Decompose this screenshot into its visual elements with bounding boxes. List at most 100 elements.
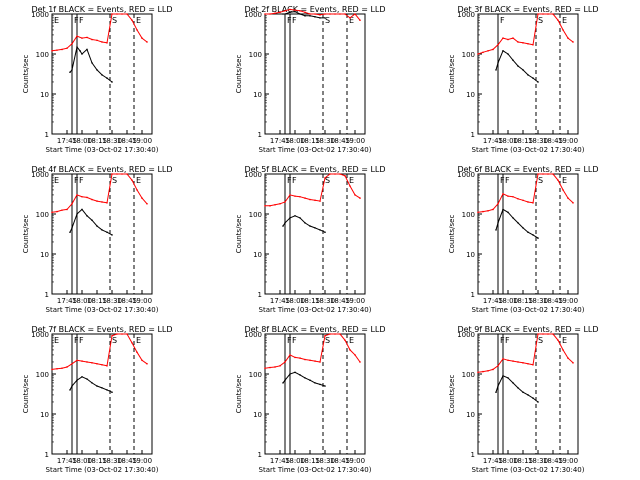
data-point — [319, 200, 321, 202]
x-tick-label: 17:45 — [270, 457, 290, 465]
data-point — [557, 19, 559, 21]
data-point — [111, 81, 113, 83]
marker-label: F — [505, 176, 510, 185]
data-point — [86, 361, 88, 363]
data-point — [304, 358, 306, 361]
series-line-events — [495, 208, 539, 239]
y-tick-label: 1000 — [31, 11, 49, 19]
data-point — [512, 37, 514, 39]
x-tick-label: 18:00 — [498, 457, 518, 465]
data-point — [121, 173, 123, 175]
data-point — [542, 333, 544, 335]
data-point — [136, 189, 138, 191]
marker-label: E — [136, 176, 141, 185]
x-tick-label: 18:00 — [72, 137, 92, 145]
data-point — [314, 382, 316, 384]
y-tick-label: 10 — [466, 251, 475, 259]
panel-title: Det 8f BLACK = Events, RED = LLD — [244, 325, 385, 334]
data-point — [512, 195, 514, 198]
data-point — [349, 349, 351, 351]
data-point — [324, 231, 326, 234]
data-point — [304, 15, 306, 17]
x-tick-label: 18:15 — [300, 137, 320, 145]
data-point — [527, 201, 529, 203]
x-tick-label: 18:30 — [102, 457, 122, 465]
detector-panel-3: Det 3f BLACK = Events, RED = LLD 1 10 100 10… — [448, 5, 599, 154]
data-point — [101, 363, 103, 366]
data-point — [299, 195, 301, 198]
data-point — [101, 41, 103, 43]
data-point — [66, 208, 68, 211]
data-point — [71, 227, 73, 229]
data-point — [507, 359, 509, 362]
data-point — [86, 36, 88, 39]
data-point — [299, 13, 301, 15]
data-point — [562, 189, 564, 191]
marker-label: E — [136, 336, 141, 345]
plot-frame — [51, 173, 153, 295]
x-tick-label: 18:45 — [330, 297, 350, 305]
y-tick-label: 1 — [471, 291, 475, 299]
data-point — [482, 210, 484, 213]
data-point — [116, 13, 118, 15]
series-line-events — [283, 11, 325, 19]
data-point — [289, 8, 291, 11]
x-tick-label: 18:00 — [498, 137, 518, 145]
data-point — [126, 13, 128, 15]
marker-label: F — [292, 176, 297, 185]
data-point — [91, 198, 93, 201]
data-point — [136, 351, 138, 354]
plot-frame — [264, 333, 366, 455]
data-point — [126, 333, 128, 335]
series-line-events — [69, 208, 113, 236]
y-tick-label: 10 — [40, 411, 49, 419]
data-point — [477, 211, 479, 214]
marker-label: F — [79, 176, 84, 185]
data-point — [314, 227, 316, 229]
data-point — [294, 215, 296, 217]
data-point — [284, 13, 286, 15]
data-point — [91, 38, 93, 41]
data-point — [309, 15, 311, 17]
data-point — [91, 62, 93, 64]
y-axis-label: Counts/sec — [235, 375, 243, 414]
data-point — [284, 379, 286, 381]
series-line-events — [69, 45, 113, 83]
marker-label: F — [79, 336, 84, 345]
x-tick-label: 18:30 — [528, 457, 548, 465]
x-axis-label: Start Time (03-Oct-02 17:30:40) — [472, 466, 585, 474]
data-point — [537, 237, 539, 239]
y-tick-label: 100 — [249, 211, 262, 219]
x-tick-label: 18:30 — [315, 137, 335, 145]
data-point — [517, 387, 519, 389]
series-line-lld — [264, 333, 361, 369]
data-point — [537, 401, 539, 403]
data-point — [284, 10, 286, 12]
marker-label: S — [538, 176, 543, 185]
data-point — [51, 368, 53, 371]
x-tick-label: 17:45 — [270, 297, 290, 305]
y-axis-label: Counts/sec — [22, 55, 30, 94]
data-point — [507, 211, 509, 214]
data-point — [344, 175, 346, 177]
data-point — [507, 53, 509, 55]
series-line-lld — [477, 13, 574, 55]
data-point — [274, 203, 276, 206]
x-tick-label: 19:00 — [132, 297, 152, 305]
data-point — [76, 35, 78, 37]
data-point — [314, 16, 316, 18]
data-point — [289, 11, 291, 14]
data-point — [101, 387, 103, 389]
detector-panel-9: Det 9f BLACK = Events, RED = LLD 1 10 100 10… — [448, 325, 599, 474]
data-point — [294, 356, 296, 359]
data-point — [334, 173, 336, 175]
data-point — [81, 208, 83, 211]
x-axis-label: Start Time (03-Oct-02 17:30:40) — [46, 306, 159, 314]
y-axis-label: Counts/sec — [235, 215, 243, 254]
data-point — [522, 362, 524, 364]
series-line-events — [282, 371, 326, 387]
data-point — [279, 202, 281, 205]
x-tick-label: 18:00 — [285, 137, 305, 145]
data-point — [522, 69, 524, 71]
data-point — [61, 48, 63, 51]
